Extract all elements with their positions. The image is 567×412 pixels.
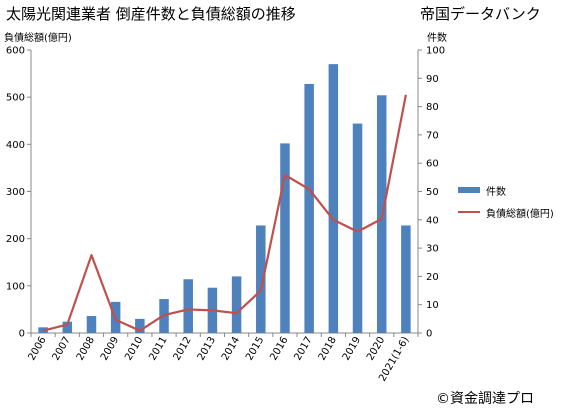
left-tick-label: 400 xyxy=(6,140,25,151)
copyright: ©資金調達プロ xyxy=(436,391,534,407)
count-bar xyxy=(328,64,339,334)
x-tick-label: 2010 xyxy=(123,335,145,363)
right-tick-label: 60 xyxy=(426,159,439,170)
x-tick-label: 2009 xyxy=(99,335,121,363)
left-tick-label: 200 xyxy=(6,234,25,245)
source-company: 帝国データバンク xyxy=(420,5,541,23)
right-tick-label: 70 xyxy=(426,130,439,141)
x-tick-label: 2019 xyxy=(341,335,363,363)
legend-label-debt: 負債総額(億円) xyxy=(486,208,554,220)
legend-swatch-debt xyxy=(458,211,480,213)
count-bar xyxy=(304,83,314,334)
count-bar xyxy=(135,318,145,333)
count-bar xyxy=(183,279,193,333)
right-tick-label: 40 xyxy=(426,215,439,226)
legend-label-count: 件数 xyxy=(486,186,506,198)
left-tick-label: 0 xyxy=(19,329,25,340)
right-tick-label: 0 xyxy=(426,329,432,340)
right-tick-label: 20 xyxy=(426,272,439,283)
x-tick-label: 2017 xyxy=(293,335,315,363)
left-tick-label: 300 xyxy=(6,187,25,198)
right-tick-label: 10 xyxy=(426,300,439,311)
left-axis-label: 負債総額(億円) xyxy=(4,33,72,44)
count-bar xyxy=(231,276,242,333)
count-bar xyxy=(352,123,363,333)
count-bar xyxy=(256,225,266,333)
legend-item-count: 件数 xyxy=(458,184,554,198)
right-tick-label: 50 xyxy=(426,187,439,198)
left-tick-label: 100 xyxy=(6,281,25,292)
legend-item-debt: 負債総額(億円) xyxy=(458,206,554,220)
legend: 件数 負債総額(億円) xyxy=(458,184,554,228)
left-tick-label: 500 xyxy=(6,93,25,104)
count-bar xyxy=(86,316,97,333)
x-tick-label: 2013 xyxy=(196,335,218,363)
right-tick-label: 30 xyxy=(426,244,439,255)
x-tick-label: 2018 xyxy=(317,335,339,363)
chart-title: 太陽光関連業者 倒産件数と負債総額の推移 xyxy=(6,5,296,23)
right-tick-label: 90 xyxy=(426,74,439,85)
count-bar xyxy=(280,143,290,333)
left-tick-label: 600 xyxy=(6,46,25,57)
x-tick-label: 2015 xyxy=(244,335,266,363)
x-tick-label: 2008 xyxy=(75,335,97,363)
right-tick-label: 100 xyxy=(426,46,445,57)
x-tick-label: 2014 xyxy=(220,335,242,363)
count-bar xyxy=(401,225,411,333)
x-tick-label: 2006 xyxy=(26,335,48,363)
x-tick-label: 2016 xyxy=(268,335,290,363)
x-tick-label: 2020 xyxy=(365,335,387,363)
right-tick-label: 80 xyxy=(426,102,439,113)
debt-line xyxy=(42,94,407,332)
x-tick-label: 2011 xyxy=(147,335,169,363)
legend-swatch-count xyxy=(458,187,480,193)
x-tick-label: 2012 xyxy=(172,335,194,363)
x-tick-label: 2007 xyxy=(51,335,73,363)
count-bar xyxy=(62,321,73,333)
right-axis-label: 件数 xyxy=(427,33,447,44)
